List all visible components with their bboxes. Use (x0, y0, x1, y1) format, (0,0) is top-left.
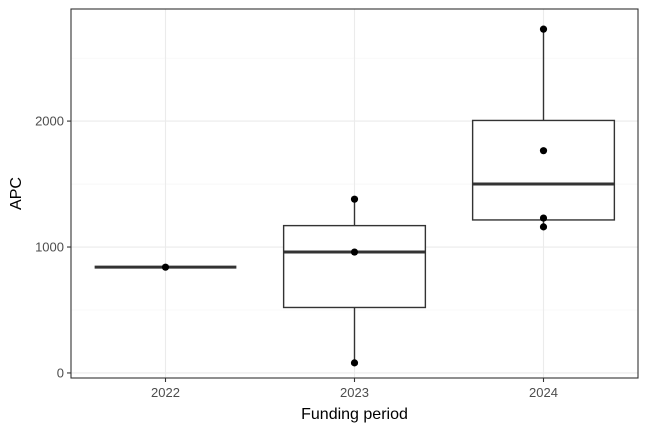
x-tick-label: 2022 (151, 385, 180, 400)
x-axis-title: Funding period (301, 406, 408, 423)
data-points (161, 25, 548, 367)
y-tick-label: 1000 (35, 240, 64, 255)
y-axis-title: APC (8, 177, 25, 210)
y-tick-label: 0 (57, 365, 64, 380)
data-point (350, 359, 359, 367)
box-iqr (471, 119, 616, 221)
data-point (539, 25, 548, 33)
box-group-2024 (471, 29, 616, 227)
data-point (539, 223, 548, 231)
axes: 0 1000 2000 2022 2023 2024 (35, 114, 558, 400)
box-group-2023 (282, 199, 427, 363)
x-tick-label: 2023 (340, 385, 369, 400)
data-point (539, 214, 548, 222)
data-point (161, 263, 170, 271)
data-point (350, 195, 359, 203)
y-tick-label: 2000 (35, 114, 64, 129)
box-iqr (282, 224, 427, 309)
data-point (539, 147, 548, 155)
data-point (350, 248, 359, 256)
x-tick-label: 2024 (529, 385, 558, 400)
boxes (94, 29, 616, 363)
